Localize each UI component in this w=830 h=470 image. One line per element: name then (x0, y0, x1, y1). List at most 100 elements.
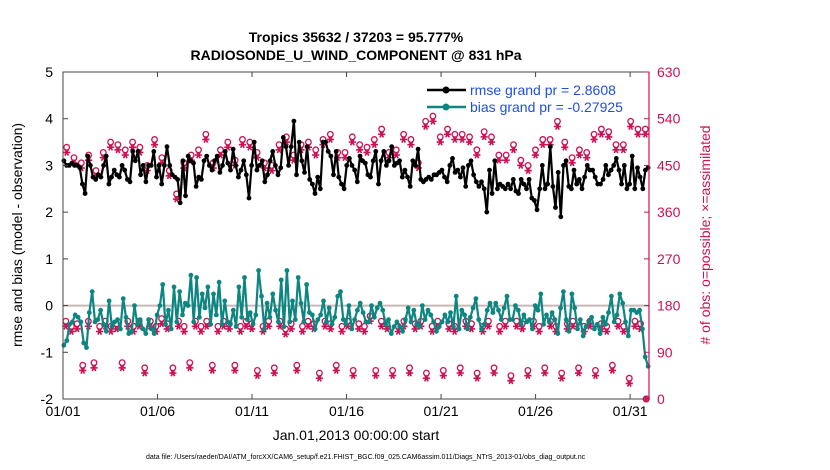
bias-point (343, 321, 349, 327)
rmse-point (627, 181, 632, 187)
rmse-point (521, 181, 527, 187)
y2-axis-label: # of obs: o=possible; ×=assimilated (697, 125, 713, 344)
obs-assimilated-marker (561, 143, 569, 151)
bias-point (273, 307, 278, 313)
obs-assimilated-marker (150, 141, 159, 149)
obs-possible-marker (121, 146, 129, 154)
obs-possible-marker (197, 322, 205, 330)
bias-point (326, 305, 332, 311)
bias-point (318, 312, 324, 318)
x-tick-label: 01/01 (45, 403, 80, 419)
bias-point (222, 298, 228, 304)
obs-assimilated-marker (591, 372, 600, 380)
obs-assimilated-marker (231, 366, 239, 374)
bias-point (583, 324, 589, 329)
bias-point (109, 324, 115, 329)
obs-possible-marker (312, 146, 320, 154)
bias-point (592, 326, 597, 332)
obs-possible-marker (625, 374, 633, 382)
rmse-point (339, 181, 344, 187)
rmse-point (246, 195, 252, 201)
obs-assimilated-marker (349, 372, 357, 380)
rmse-point (233, 163, 239, 168)
rmse-point (444, 179, 450, 185)
bias-point (219, 321, 225, 327)
rmse-point (106, 181, 112, 187)
bias-point (202, 305, 208, 311)
rmse-point (405, 174, 410, 180)
obs-assimilated-marker (332, 366, 340, 374)
rmse-line (62, 119, 649, 218)
bias-point (482, 321, 487, 327)
obs-possible-marker (532, 146, 539, 154)
obs-assimilated-marker (631, 322, 639, 330)
bias-point (366, 319, 372, 325)
rmse-point (220, 163, 225, 168)
bias-point (247, 310, 253, 315)
bias-point (245, 317, 250, 322)
rmse-point (576, 177, 582, 182)
rmse-point (344, 163, 350, 168)
obs-possible-marker (456, 364, 464, 372)
rmse-point (479, 179, 484, 185)
obs-possible-marker (239, 136, 246, 143)
rmse-point (217, 170, 223, 175)
obs-possible-marker (253, 367, 261, 374)
bias-point (228, 321, 233, 327)
obs-possible-marker (79, 361, 87, 369)
obs-assimilated-marker (372, 372, 380, 380)
bias-point (498, 317, 504, 322)
rmse-point (447, 163, 453, 168)
bias-point (515, 307, 521, 313)
rmse-point (243, 172, 249, 178)
rmse-point (257, 163, 262, 168)
rmse-point (484, 209, 490, 215)
bias-point (346, 303, 352, 308)
bias-point (199, 291, 205, 297)
rmse-point (177, 200, 183, 206)
obs-possible-marker (608, 361, 616, 369)
obs-assimilated-marker (378, 130, 386, 138)
bias-point (292, 317, 298, 322)
obs-assimilated-marker (248, 325, 256, 333)
obs-possible-marker (510, 141, 517, 149)
x-axis-ticks: 01/01 01/06 01/11 01/16 01/21 01/26 01/31 (45, 72, 648, 419)
rmse-point (85, 153, 91, 159)
bias-point (400, 328, 405, 334)
obs-possible-marker (63, 143, 71, 151)
data-file-footer: data file: /Users/raeder/DAI/ATM_forcXX/… (146, 454, 586, 461)
bias-point (250, 321, 256, 327)
obs-assimilated-marker (355, 325, 363, 333)
rmse-point (603, 163, 609, 168)
bias-point (309, 312, 315, 318)
obs-assimilated-marker (298, 328, 307, 336)
bias-point (640, 326, 645, 332)
bias-point (586, 319, 592, 325)
bias-point (256, 268, 261, 273)
rmse-point (545, 181, 550, 187)
obs-assimilated-marker (118, 364, 126, 372)
rmse-point (135, 149, 141, 154)
rmse-point (82, 191, 88, 196)
rmse-point (368, 174, 373, 180)
obs-possible-marker (326, 130, 334, 138)
obs-possible-marker (377, 317, 385, 325)
bias-point (609, 293, 614, 299)
bias-point (191, 319, 197, 325)
bias-point (620, 300, 626, 306)
rmse-point (637, 174, 643, 180)
x-tick-label: 01/11 (235, 403, 269, 419)
rmse-point (487, 167, 492, 173)
rmse-point (275, 172, 281, 178)
obs-assimilated-marker (535, 328, 543, 336)
bias-point (118, 326, 123, 332)
bias-point (377, 300, 383, 306)
bias-point (287, 319, 293, 325)
obs-assimilated-marker (465, 138, 474, 146)
obs-assimilated-marker (597, 130, 605, 138)
bias-point (103, 328, 109, 334)
y-tick-label: 5 (45, 64, 53, 80)
bias-point (95, 317, 101, 322)
rmse-point (325, 149, 331, 154)
bias-point (324, 319, 329, 325)
